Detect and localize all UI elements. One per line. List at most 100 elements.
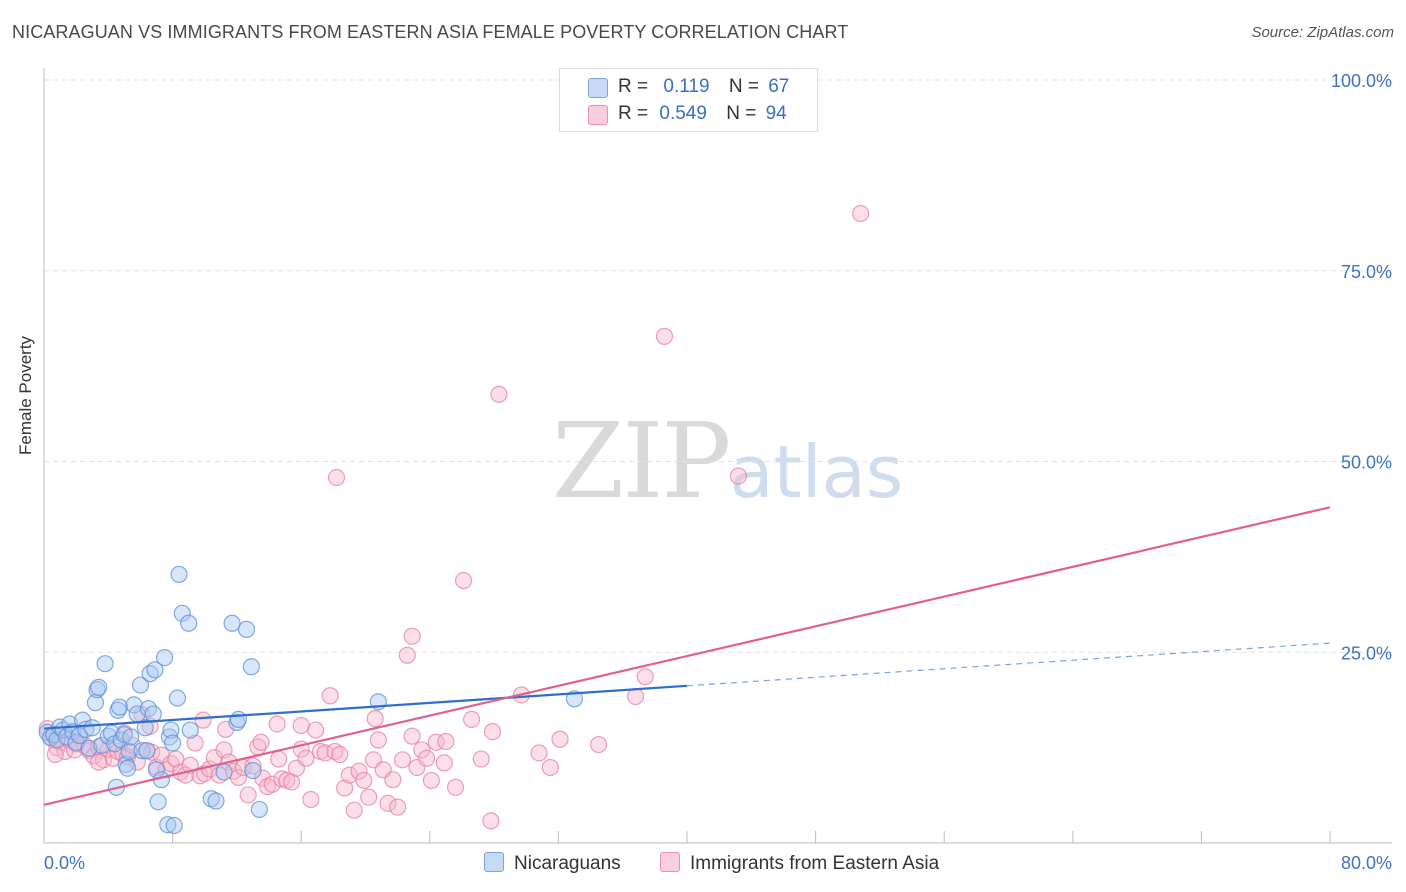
point-eastern-asia: [403, 727, 421, 745]
point-nicaraguan: [170, 565, 188, 584]
x-tick-label: 0.0%: [44, 853, 85, 873]
point-eastern-asia: [472, 750, 490, 768]
point-eastern-asia: [389, 798, 407, 816]
point-nicaraguan: [48, 731, 66, 749]
point-eastern-asia: [636, 668, 654, 686]
point-nicaraguan: [149, 793, 167, 811]
point-eastern-asia: [384, 771, 402, 789]
point-nicaraguan: [180, 614, 198, 632]
point-eastern-asia: [297, 749, 315, 767]
y-tick-label: 25.0%: [1341, 643, 1392, 663]
axes: [43, 68, 1392, 844]
point-eastern-asia: [729, 467, 748, 485]
point-nicaraguan: [165, 816, 183, 835]
point-eastern-asia: [403, 627, 421, 645]
y-tick-label: 50.0%: [1341, 453, 1392, 473]
point-eastern-asia: [167, 750, 185, 768]
point-eastern-asia: [239, 786, 257, 804]
trendline-eastern-asia: [43, 506, 1331, 806]
point-eastern-asia: [252, 733, 270, 751]
point-nicaraguan: [118, 759, 137, 777]
point-nicaraguan: [159, 816, 177, 834]
point-eastern-asia: [589, 735, 608, 754]
point-eastern-asia: [541, 758, 559, 777]
point-eastern-asia: [292, 716, 310, 735]
legend-swatch-pink: [660, 852, 680, 872]
point-eastern-asia: [393, 751, 412, 769]
point-eastern-asia: [302, 790, 320, 809]
legend-n-label: N =: [728, 76, 759, 97]
point-eastern-asia: [437, 732, 455, 751]
point-eastern-asia: [427, 733, 445, 751]
point-eastern-asia: [379, 794, 397, 812]
point-eastern-asia: [454, 571, 473, 590]
point-nicaraguan: [229, 710, 248, 728]
point-nicaraguan: [207, 792, 225, 810]
data-points: [38, 204, 870, 835]
y-tick-label: 100.0%: [1331, 71, 1392, 91]
legend-item-eastern-asia: Immigrants from Eastern Asia: [660, 852, 939, 875]
point-nicaraguan: [155, 648, 174, 667]
point-nicaraguan: [90, 678, 108, 696]
point-nicaraguan: [138, 742, 156, 760]
y-tick-label: 75.0%: [1341, 262, 1392, 282]
point-nicaraguan: [96, 655, 114, 673]
point-nicaraguan: [242, 658, 260, 676]
point-nicaraguan: [162, 721, 180, 739]
point-nicaraguan: [164, 734, 182, 752]
point-nicaraguan: [244, 761, 262, 780]
legend-label: Immigrants from Eastern Asia: [690, 853, 940, 874]
legend-item-nicaraguans: Nicaraguans: [484, 852, 621, 875]
point-eastern-asia: [369, 731, 387, 749]
point-eastern-asia: [244, 757, 262, 775]
point-eastern-asia: [270, 750, 288, 768]
point-nicaraguan: [133, 742, 151, 760]
point-eastern-asia: [530, 744, 548, 762]
point-eastern-asia: [446, 778, 465, 796]
point-eastern-asia: [90, 753, 108, 771]
legend-swatch-blue: [588, 78, 608, 98]
point-nicaraguan: [223, 614, 241, 632]
correlation-legend: R = 0.119 N = 67 R = 0.549 N = 94: [559, 68, 818, 132]
point-nicaraguan: [80, 739, 98, 757]
point-eastern-asia: [345, 801, 363, 819]
point-eastern-asia: [194, 711, 212, 729]
trendline-nicaraguans: [43, 684, 688, 730]
legend-swatch-pink: [588, 105, 608, 125]
point-eastern-asia: [626, 687, 645, 706]
point-eastern-asia: [186, 734, 204, 752]
point-nicaraguan: [122, 728, 140, 746]
legend-swatch-blue: [484, 852, 504, 872]
trend-lines: [43, 506, 1331, 806]
point-eastern-asia: [331, 745, 349, 764]
point-eastern-asia: [435, 754, 453, 772]
point-eastern-asia: [336, 779, 354, 797]
point-eastern-asia: [355, 771, 373, 790]
point-nicaraguan: [173, 604, 191, 622]
legend-r-label: R =: [618, 76, 649, 97]
point-eastern-asia: [483, 723, 502, 741]
source-label: Source: ZipAtlas.com: [1251, 24, 1394, 41]
point-eastern-asia: [327, 468, 346, 487]
point-nicaraguan: [215, 763, 233, 781]
zipatlas-watermark: ZIPatlas: [552, 400, 903, 522]
point-eastern-asia: [655, 327, 674, 345]
trendline-nicaraguans-extension: [686, 642, 1331, 687]
point-eastern-asia: [413, 741, 431, 759]
point-eastern-asia: [417, 749, 436, 767]
point-nicaraguan: [115, 726, 133, 744]
point-eastern-asia: [490, 385, 508, 403]
point-nicaraguan: [181, 721, 199, 739]
legend-r-label: R =: [618, 103, 649, 124]
point-nicaraguan: [93, 736, 111, 754]
legend-r-value: 0.549: [659, 103, 707, 124]
point-eastern-asia: [551, 730, 569, 748]
legend-label: Nicaraguans: [514, 853, 621, 874]
point-nicaraguan: [139, 700, 158, 718]
point-nicaraguan: [146, 661, 164, 679]
point-eastern-asia: [366, 710, 384, 728]
tick-labels: 100.0% 75.0% 50.0% 25.0% 0.0% 80.0%: [44, 71, 1392, 873]
point-nicaraguan: [250, 800, 269, 819]
point-nicaraguan: [144, 705, 162, 723]
